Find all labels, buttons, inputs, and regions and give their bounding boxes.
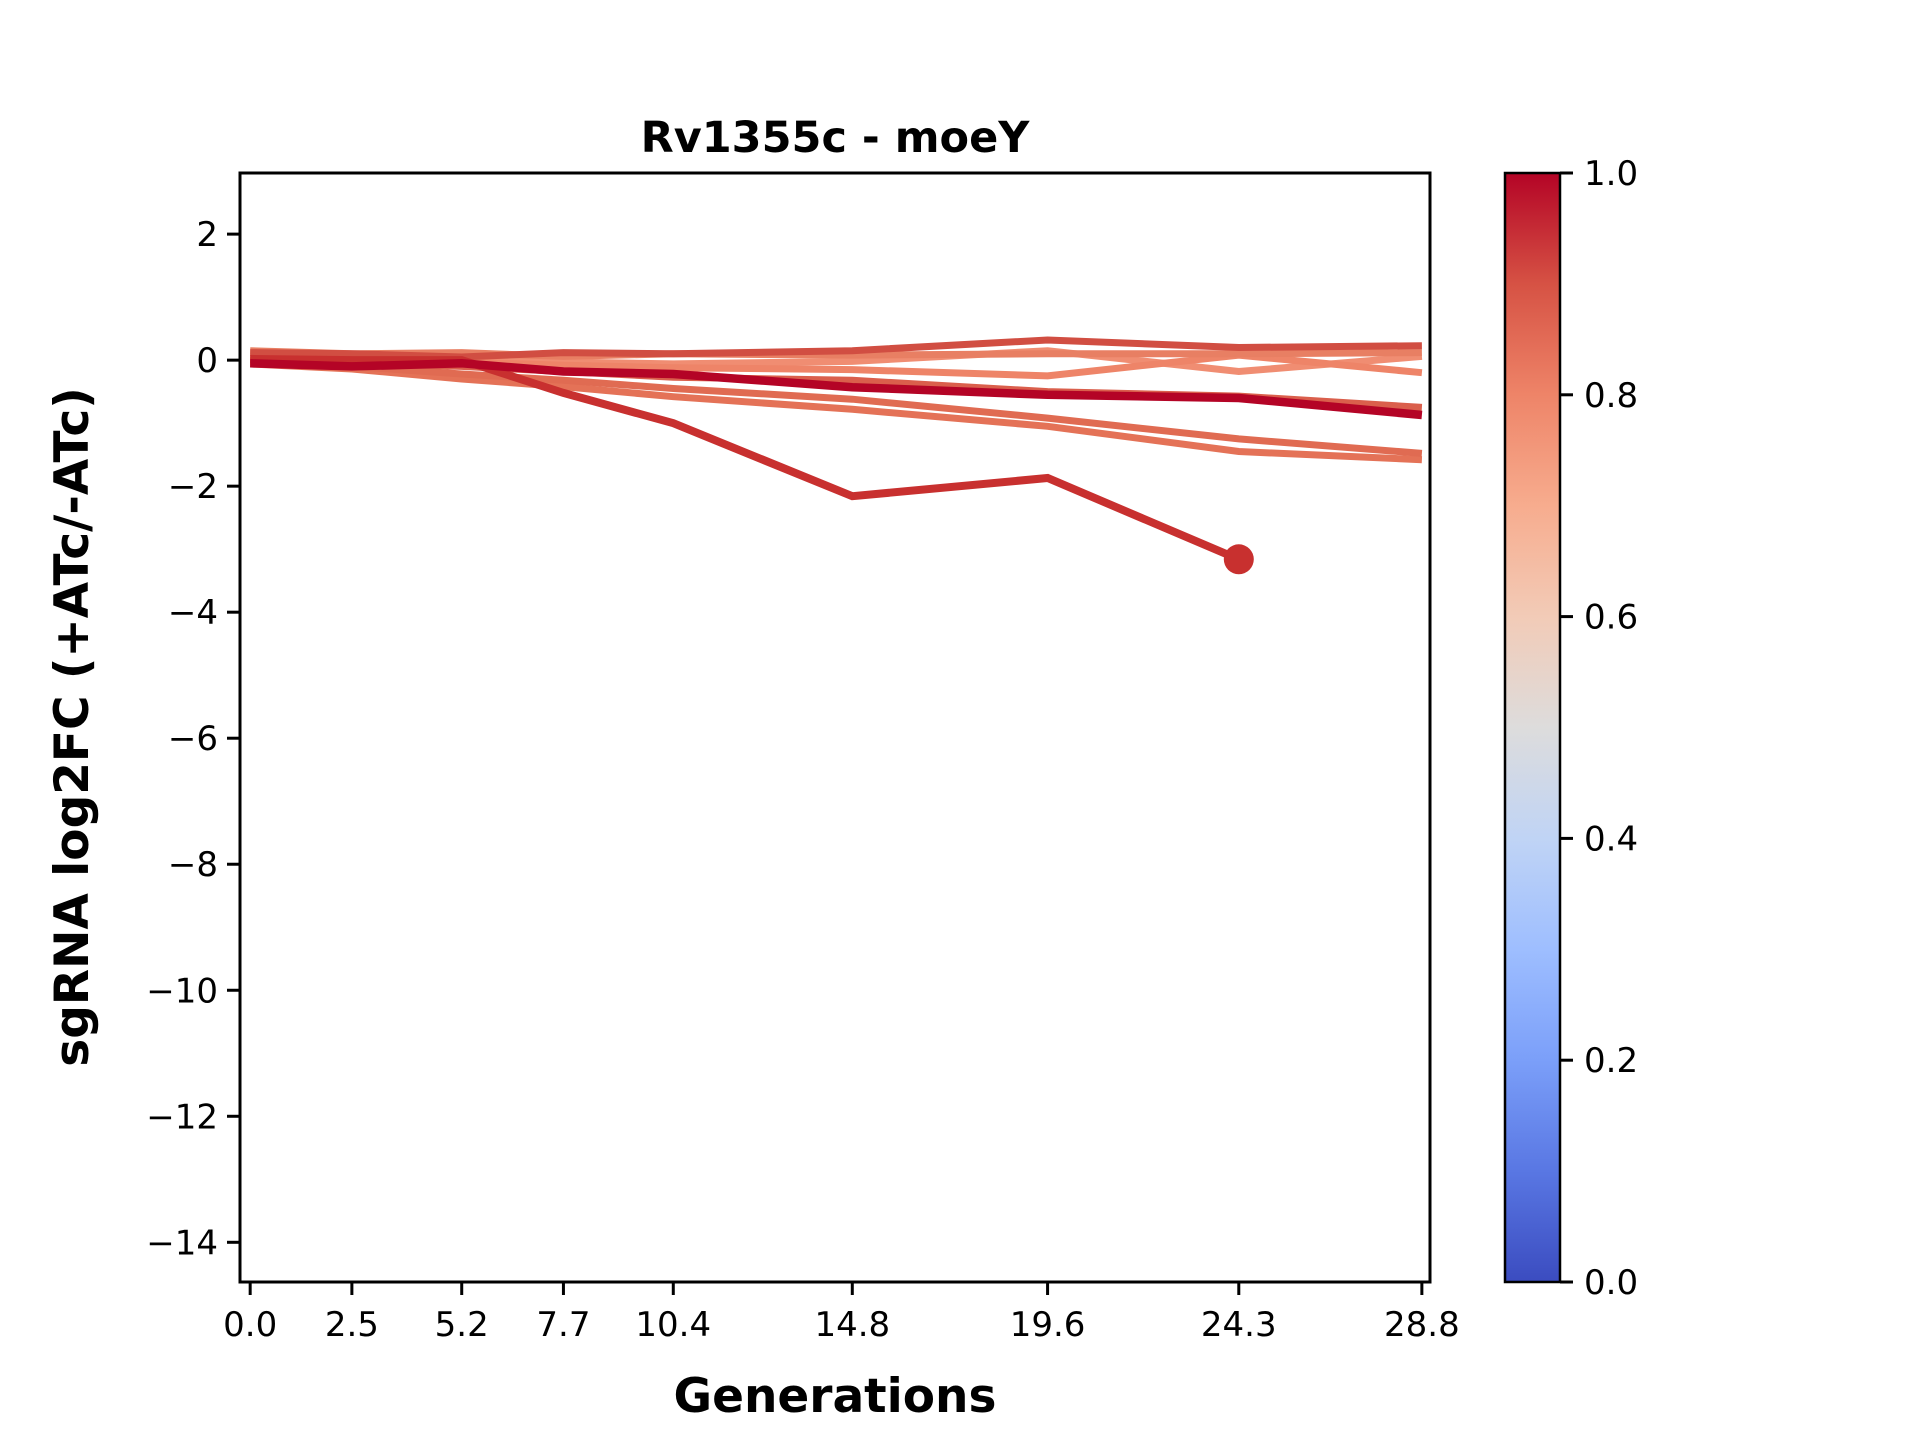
- x-tick-label: 10.4: [635, 1305, 711, 1345]
- y-tick-label: −2: [168, 467, 218, 507]
- x-tick-label: 19.6: [1010, 1305, 1086, 1345]
- colorbar-outline: [1503, 171, 1562, 1284]
- series-end-marker-sgRNA-2: [1223, 544, 1254, 575]
- colorbar: 1.0 0.8 0.6 0.4 0.2 0.0: [1503, 154, 1638, 1303]
- colorbar-gradient: [1505, 173, 1560, 1282]
- colorbar-tick-label: 0.2: [1584, 1041, 1638, 1081]
- axes-frame: [238, 171, 1432, 1284]
- y-tick-label: −4: [168, 593, 218, 633]
- y-tick-label: −10: [146, 971, 218, 1011]
- y-tick-label: −6: [168, 719, 218, 759]
- x-tick-label: 28.8: [1384, 1305, 1460, 1345]
- y-tick-label: 0: [196, 341, 218, 381]
- x-tick-label: 24.3: [1201, 1305, 1277, 1345]
- y-axis-ticks: 2 0 −2 −4 −6 −8 −10 −12 −14: [146, 215, 240, 1263]
- colorbar-tick-label: 1.0: [1584, 154, 1638, 194]
- x-tick-label: 14.8: [814, 1305, 890, 1345]
- y-tick-label: 2: [196, 215, 218, 255]
- x-axis-label: Generations: [674, 1369, 997, 1424]
- y-tick-label: −12: [146, 1097, 218, 1137]
- y-axis-label: sgRNA log2FC (+ATc/-ATc): [45, 387, 100, 1066]
- colorbar-tick-label: 0.4: [1584, 819, 1638, 859]
- x-tick-label: 2.5: [325, 1305, 379, 1345]
- series-line-sgRNA-3: [250, 336, 1422, 361]
- y-tick-label: −14: [146, 1223, 218, 1263]
- x-axis-ticks: 0.0 2.5 5.2 7.7 10.4 14.8 19.6 24.3 28.8: [223, 1282, 1460, 1345]
- x-tick-label: 7.7: [536, 1305, 590, 1345]
- colorbar-tick-label: 0.8: [1584, 376, 1638, 416]
- colorbar-tick-label: 0.6: [1584, 598, 1638, 638]
- colorbar-ticks: 1.0 0.8 0.6 0.4 0.2 0.0: [1560, 154, 1638, 1303]
- chart-title: Rv1355c - moeY: [641, 113, 1031, 163]
- series-line-sgRNA-1: [250, 359, 1423, 420]
- series-line-sgRNA-2: [250, 354, 1241, 563]
- x-tick-label: 0.0: [223, 1305, 277, 1345]
- colorbar-tick-label: 0.0: [1584, 1263, 1638, 1303]
- x-tick-label: 5.2: [435, 1305, 489, 1345]
- plot-lines: [250, 336, 1423, 575]
- y-tick-label: −8: [168, 845, 218, 885]
